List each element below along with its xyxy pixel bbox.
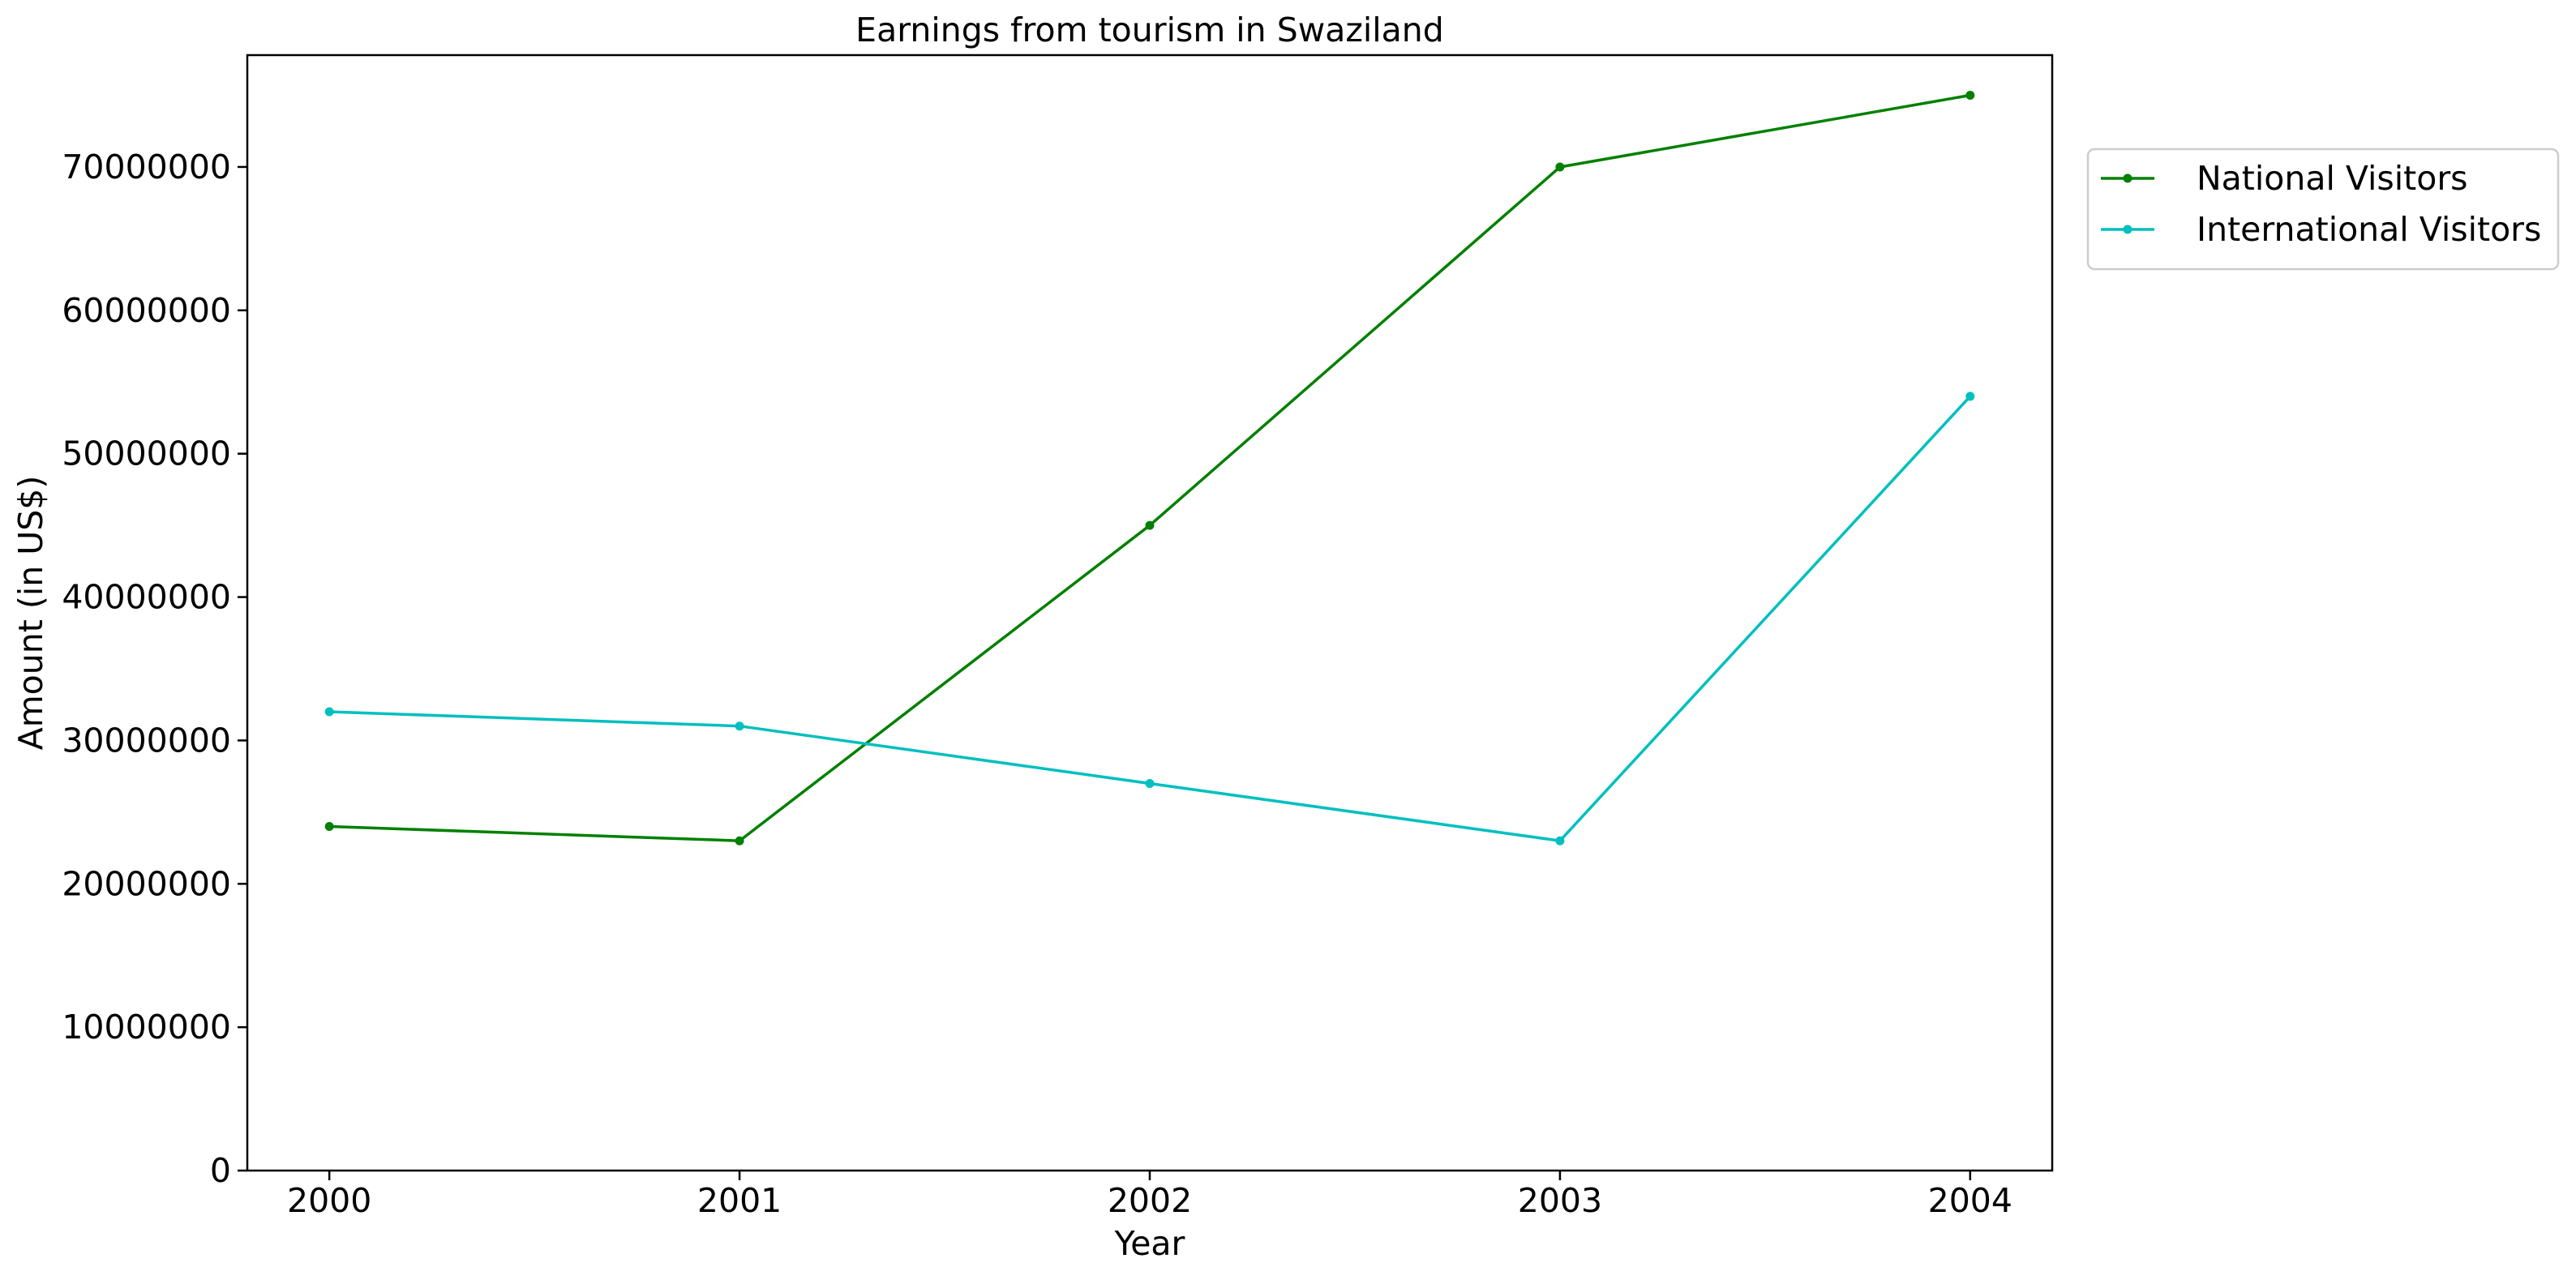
x-tick-label: 2000: [287, 1181, 371, 1220]
x-axis-ticks: 2000 2001 2002 2003 2004: [287, 1171, 2012, 1220]
legend-box: [2086, 148, 2560, 271]
y-tick-label: 30000000: [62, 721, 231, 760]
legend-label: National Visitors: [2197, 159, 2468, 198]
data-point: [1965, 91, 1975, 101]
data-point: [1555, 162, 1565, 172]
x-axis-label: Year: [1114, 1224, 1185, 1263]
plot-area-frame: [246, 54, 2054, 1172]
y-tick-label: 40000000: [62, 578, 231, 617]
chart-title: Earnings from tourism in Swaziland: [855, 11, 1444, 49]
x-tick-label: 2001: [697, 1181, 782, 1220]
data-point: [324, 707, 334, 717]
legend-swatch-marker: [2123, 173, 2132, 183]
series-line-international-visitors: [328, 395, 1972, 842]
legend-item: International Visitors: [2101, 210, 2541, 249]
y-tick-label: 50000000: [62, 435, 231, 473]
series-layer: [324, 91, 1975, 845]
legend-item: National Visitors: [2101, 159, 2468, 198]
x-tick-label: 2004: [1928, 1181, 2012, 1220]
y-axis-ticks: 0 10000000 20000000 30000000 40000000 5000000…: [62, 148, 247, 1190]
y-tick-label: 20000000: [62, 864, 231, 903]
y-axis-label: Amount (in US$): [11, 476, 50, 751]
legend-swatch-marker: [2123, 225, 2132, 234]
series-line-national-visitors: [328, 93, 1972, 842]
data-point: [1145, 778, 1155, 788]
series-national-visitors: [324, 91, 1975, 845]
data-point: [324, 822, 334, 832]
x-tick-label: 2003: [1518, 1181, 1602, 1220]
legend: National Visitors International Visitors: [2086, 148, 2560, 271]
y-tick-label: 70000000: [62, 148, 231, 186]
data-point: [1145, 520, 1155, 530]
data-point: [1555, 836, 1565, 845]
y-tick-label: 10000000: [62, 1008, 231, 1047]
data-point: [735, 721, 744, 731]
y-tick-label: 60000000: [62, 291, 231, 330]
y-tick-label: 0: [210, 1151, 231, 1190]
series-international-visitors: [324, 392, 1975, 845]
x-tick-label: 2002: [1108, 1181, 1192, 1220]
data-point: [1965, 392, 1975, 401]
data-point: [735, 836, 744, 845]
legend-label: International Visitors: [2197, 210, 2541, 249]
